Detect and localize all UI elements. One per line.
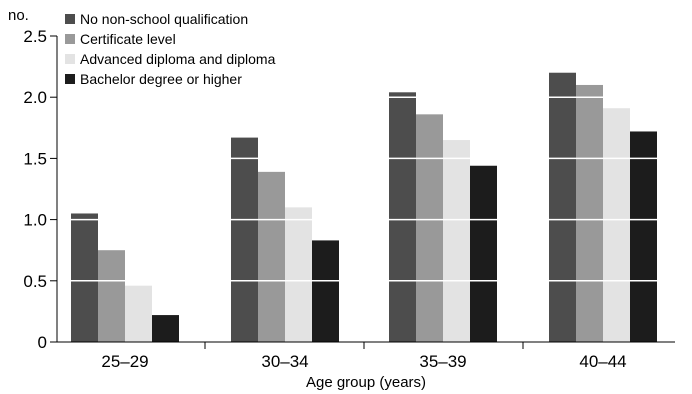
bar-1-1 — [71, 213, 98, 342]
x-tick-label-3: 35–39 — [419, 352, 466, 371]
bar-2-4 — [576, 84, 603, 343]
legend-swatch-4 — [65, 74, 75, 84]
legend-swatch-3 — [65, 54, 75, 64]
legend-swatch-2 — [65, 34, 75, 44]
y-tick-label-5: 2.0 — [23, 88, 47, 107]
legend: No non-school qualification Certificate l… — [65, 11, 276, 87]
y-ticks: 0 0.5 1.0 1.5 2.0 2.5 — [23, 27, 57, 352]
bar-3-3 — [443, 140, 470, 342]
legend-label-4: Bachelor degree or higher — [80, 71, 242, 87]
y-tick-label-3: 1.0 — [23, 211, 47, 230]
bar-1-2 — [231, 137, 258, 342]
bar-4-2 — [312, 240, 339, 342]
bars-layer — [71, 72, 657, 343]
legend-swatch-1 — [65, 14, 75, 24]
bar-4-4 — [630, 131, 657, 342]
legend-label-1: No non-school qualification — [80, 11, 248, 27]
bar-4-3 — [470, 165, 497, 342]
legend-label-2: Certificate level — [80, 31, 176, 47]
bar-3-1 — [125, 285, 152, 342]
bar-2-2 — [258, 171, 285, 342]
y-tick-label-2: 0.5 — [23, 272, 47, 291]
bar-3-2 — [285, 207, 312, 342]
legend-label-3: Advanced diploma and diploma — [80, 51, 276, 67]
x-tick-label-1: 25–29 — [101, 352, 148, 371]
bar-1-3 — [389, 92, 416, 342]
x-axis-title: Age group (years) — [306, 374, 426, 391]
bar-2-3 — [416, 114, 443, 342]
bar-4-1 — [152, 315, 179, 342]
bar-1-4 — [549, 72, 576, 342]
x-tick-label-4: 40–44 — [579, 352, 626, 371]
axes — [56, 36, 675, 343]
x-ticks: 25–29 30–34 35–39 40–44 — [101, 342, 627, 371]
bar-2-1 — [98, 250, 125, 342]
x-tick-label-2: 30–34 — [261, 352, 308, 371]
y-tick-label-1: 0 — [38, 333, 47, 352]
y-tick-label-6: 2.5 — [23, 27, 47, 46]
bar-3-4 — [603, 108, 630, 342]
y-axis-title: no. — [8, 7, 29, 24]
y-tick-label-4: 1.5 — [23, 149, 47, 168]
gridlines — [57, 35, 675, 282]
